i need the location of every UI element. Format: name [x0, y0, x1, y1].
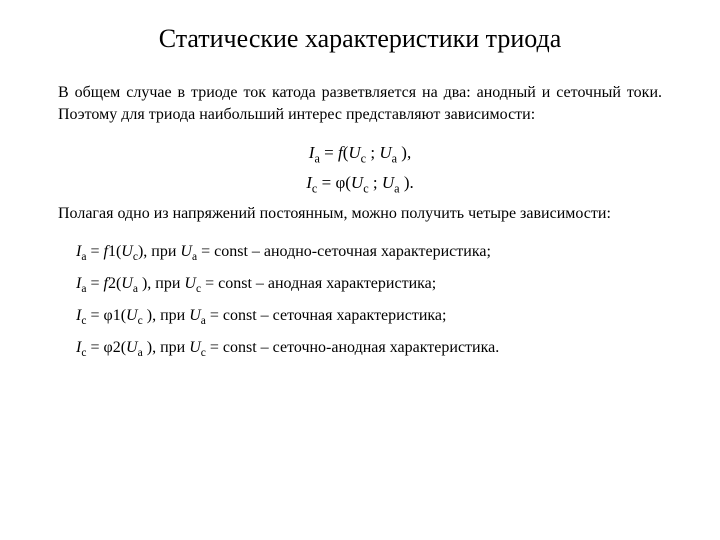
page-title: Статические характеристики триода	[58, 24, 662, 54]
char-arg-sym: U	[121, 243, 133, 260]
char-arg-sym: U	[126, 307, 138, 324]
char-desc: сеточная характеристика;	[273, 307, 447, 324]
char-const: = const –	[206, 339, 273, 356]
eq-arg2-sym: U	[379, 143, 391, 162]
char-pri: , при	[152, 307, 189, 324]
eq-arg1-sub: с	[363, 182, 368, 196]
eq-arg1-sym: U	[351, 173, 363, 192]
char-eq: =	[90, 275, 103, 292]
eq-arg1-sub: с	[361, 152, 366, 166]
eq-sep: ;	[370, 143, 379, 162]
char-arg-sym: U	[126, 339, 138, 356]
equation-ic: Iс = φ(Uс ; Uа ).	[58, 173, 662, 193]
char-pri: , при	[147, 275, 184, 292]
char-desc: анодно-сеточная характеристика;	[264, 243, 491, 260]
char-lhs-sub: с	[81, 315, 86, 327]
char-lhs-sub: с	[81, 347, 86, 359]
char-eq: =	[90, 307, 103, 324]
eq-lhs-sub: а	[314, 152, 319, 166]
characteristic-row: Iс = φ2(Uа ), при Uс = const – сеточно-а…	[76, 339, 662, 357]
characteristics-list: Iа = f1(Uс), при Uа = const – анодно-сет…	[58, 243, 662, 357]
char-arg-sub: с	[138, 315, 143, 327]
char-arg-sub: а	[138, 347, 143, 359]
char-lhs-sub: а	[81, 251, 86, 263]
char-lhs-sub: а	[81, 283, 86, 295]
char-eq: =	[90, 339, 103, 356]
char-cond-sym: U	[180, 243, 192, 260]
char-desc: сеточно-анодная характеристика.	[273, 339, 500, 356]
eq-func: φ	[335, 173, 345, 192]
char-func-num: 2	[108, 275, 116, 292]
char-eq: =	[90, 243, 103, 260]
char-cond-sym: U	[189, 307, 201, 324]
char-func-num: 1	[113, 307, 121, 324]
char-func: φ	[103, 307, 112, 324]
eq-tail: ),	[397, 143, 411, 162]
characteristic-row: Iа = f1(Uс), при Uа = const – анодно-сет…	[76, 243, 662, 261]
characteristic-row: Iс = φ1(Uс ), при Uа = const – сеточная …	[76, 307, 662, 325]
intro-paragraph: В общем случае в триоде ток катода разве…	[58, 82, 662, 125]
char-const: = const –	[197, 243, 264, 260]
eq-sep: ;	[373, 173, 382, 192]
char-cond-sym: U	[184, 275, 196, 292]
eq-equals: =	[322, 173, 336, 192]
char-func-num: 1	[108, 243, 116, 260]
char-pri: , при	[143, 243, 180, 260]
char-arg-sym: U	[121, 275, 133, 292]
eq-equals: =	[324, 143, 338, 162]
eq-arg1-sym: U	[348, 143, 360, 162]
second-paragraph: Полагая одно из напряжений постоянным, м…	[58, 203, 662, 225]
eq-lhs-sub: с	[312, 182, 317, 196]
slide: Статические характеристики триода В обще…	[0, 0, 720, 540]
char-desc: анодная характеристика;	[268, 275, 436, 292]
char-const: = const –	[201, 275, 268, 292]
eq-arg2-sym: U	[382, 173, 394, 192]
char-func-num: 2	[113, 339, 121, 356]
char-const: = const –	[206, 307, 273, 324]
char-pri: , при	[152, 339, 189, 356]
char-cond-sym: U	[189, 339, 201, 356]
eq-tail: ).	[400, 173, 414, 192]
characteristic-row: Iа = f2(Uа ), при Uс = const – анодная х…	[76, 275, 662, 293]
char-func: φ	[103, 339, 112, 356]
equation-ia: Iа = f(Uс ; Uа ),	[58, 143, 662, 163]
